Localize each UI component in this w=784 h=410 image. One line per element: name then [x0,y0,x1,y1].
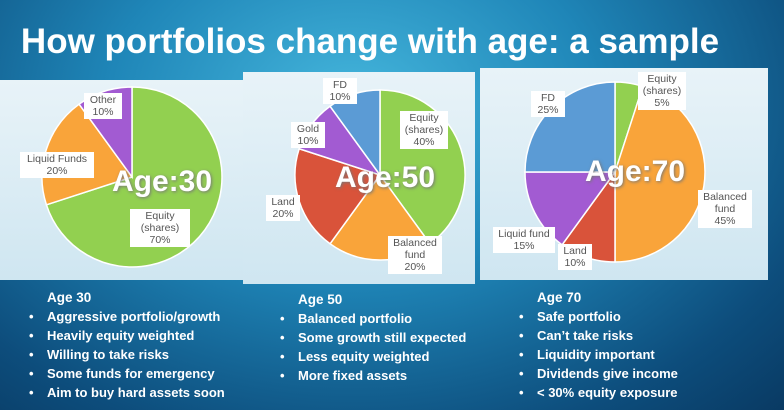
category-label: FD [333,79,347,91]
bullet-item: Aim to buy hard assets soon [27,385,337,400]
chart-title: Age:30 [111,165,213,198]
bullet-item: Willing to take risks [27,347,337,362]
value-label: 10% [329,91,351,103]
category-label: Equity (shares) [642,73,682,97]
value-label: 10% [92,106,114,118]
slice-label: Equity (shares) 70% [130,209,190,247]
bullet-item: Heavily equity weighted [27,328,337,343]
value-label: 25% [537,104,559,116]
value-label: 20% [272,208,294,220]
value-label: 40% [413,136,435,148]
slice-label: Balanced fund 20% [388,236,442,274]
bullet-item: Some funds for emergency [27,366,337,381]
column-heading: Age 70 [537,290,582,305]
category-label: Other [89,94,117,106]
bullet-item: More fixed assets [278,368,478,383]
column-heading: Age 30 [47,290,92,305]
bullet-item: Some growth still expected [278,330,478,345]
bullet-item: Aggressive portfolio/growth [27,309,337,324]
chart-title: Age:50 [334,161,436,194]
bullet-column: Age 50 Balanced portfolio Some growth stil… [276,292,478,387]
pie-slice [524,171,617,246]
slice-label: Equity (shares) 40% [400,111,448,149]
value-label: 5% [654,97,670,109]
chart-title: Age:70 [584,155,686,188]
value-label: 45% [714,215,736,227]
slice-label: Equity (shares) 5% [638,72,686,110]
bullet-column: Age 30 Aggressive portfolio/growth Heavily… [25,290,337,404]
slice-label: Other 10% [84,93,122,119]
slide-title: How portfolios change with age: a sample [20,22,720,61]
bullet-column: Age 70 Safe portfolio Can’t take risks Liqu… [515,290,737,404]
bullet-item: Less equity weighted [278,349,478,364]
category-label: FD [541,92,555,104]
value-label: 10% [297,135,319,147]
slice-label: FD 10% [323,78,357,104]
category-label: Balanced fund [393,237,437,261]
value-label: 10% [564,257,586,269]
column-heading: Age 50 [298,292,343,307]
category-label: Liquid Funds [26,153,88,165]
value-label: 20% [404,261,426,273]
slice-label: Gold 10% [291,122,325,148]
bullet-item: < 30% equity exposure [517,385,737,400]
slice-label: Land 10% [558,244,592,270]
category-label: Land [563,245,587,257]
value-label: 70% [149,234,171,246]
slice-label: Liquid fund 15% [493,227,555,253]
bullet-item: Balanced portfolio [278,311,478,326]
bullet-item: Liquidity important [517,347,737,362]
category-label: Balanced fund [703,191,747,215]
category-label: Equity (shares) [140,210,180,234]
value-label: 15% [513,240,535,252]
slice-label: FD 25% [531,91,565,117]
slice-label: Liquid Funds 20% [20,152,94,178]
bullet-item: Safe portfolio [517,309,737,324]
slice-label: Balanced fund 45% [698,190,752,228]
category-label: Land [271,196,295,208]
category-label: Equity (shares) [404,112,444,136]
value-label: 20% [46,165,68,177]
slice-label: Land 20% [266,195,300,221]
bullet-item: Dividends give income [517,366,737,381]
category-label: Gold [296,123,320,135]
bullet-item: Can’t take risks [517,328,737,343]
category-label: Liquid fund [498,228,550,240]
